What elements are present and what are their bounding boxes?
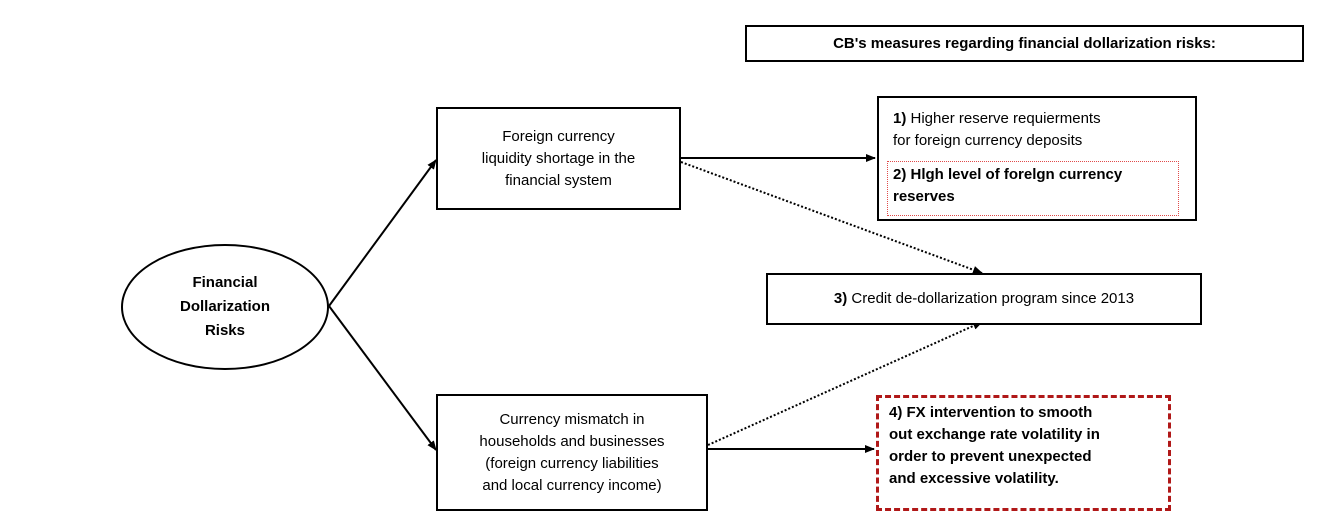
measure-1-line-1: Higher reserve requierments <box>910 110 1101 127</box>
measure-4-line-3: order to prevent unexpected <box>889 448 1092 465</box>
measure-2: 2) Hlgh level of forelgn currency reserv… <box>887 161 1179 216</box>
mismatch-line-1: Currency mismatch in <box>499 410 645 428</box>
measure-1-line-2: for foreign currency deposits <box>893 132 1083 149</box>
cause-fx-liquidity-shortage: Foreign currency liquidity shortage in t… <box>436 107 681 210</box>
measures-header-text: CB's measures regarding financial dollar… <box>833 35 1216 52</box>
measure-4-line-4: and excessive volatility. <box>889 470 1059 487</box>
measure-reserves-box: 1) Higher reserve requierments for forei… <box>877 96 1197 221</box>
liquidity-line-3: financial system <box>505 171 612 189</box>
measure-4-fx-intervention: 4) FX intervention to smooth out exchang… <box>876 395 1171 511</box>
measure-2-line-1: Hlgh level of forelgn currency <box>910 166 1123 183</box>
measures-header: CB's measures regarding financial dollar… <box>745 25 1304 62</box>
arrow-root-to-liquidity <box>328 159 437 307</box>
arrow-root-to-mismatch <box>328 305 437 451</box>
measure-4-line-2: out exchange rate volatility in <box>889 426 1100 443</box>
measure-1-number: 1) <box>893 110 907 127</box>
root-line-3: Risks <box>204 322 245 339</box>
dotted-arrow-liquidity-to-credit <box>680 161 983 274</box>
mismatch-line-2: households and businesses <box>479 432 665 450</box>
measure-4-line-1: 4) FX intervention to smooth <box>889 404 1093 421</box>
cause-currency-mismatch: Currency mismatch in households and busi… <box>436 394 708 511</box>
measure-1: 1) Higher reserve requierments for forei… <box>893 108 1195 152</box>
root-line-1: Financial <box>192 274 258 291</box>
liquidity-line-2: liquidity shortage in the <box>481 149 636 167</box>
mismatch-line-3: (foreign currency liabilities <box>485 454 659 472</box>
measure-3-number: 3) <box>833 290 848 307</box>
measure-2-line-2: reserves <box>893 188 955 205</box>
mismatch-line-4: and local currency income) <box>482 476 662 494</box>
root-node-financial-dollarization-risks: Financial Dollarization Risks <box>121 244 329 370</box>
liquidity-line-1: Foreign currency <box>502 127 615 145</box>
measure-3-credit-dedollarization: 3) Credit de-dollarization program since… <box>766 273 1202 325</box>
root-line-2: Dollarization <box>179 298 270 315</box>
measure-3-text: Credit de-dollarization program since 20… <box>851 290 1135 307</box>
measure-2-number: 2) <box>893 166 907 183</box>
